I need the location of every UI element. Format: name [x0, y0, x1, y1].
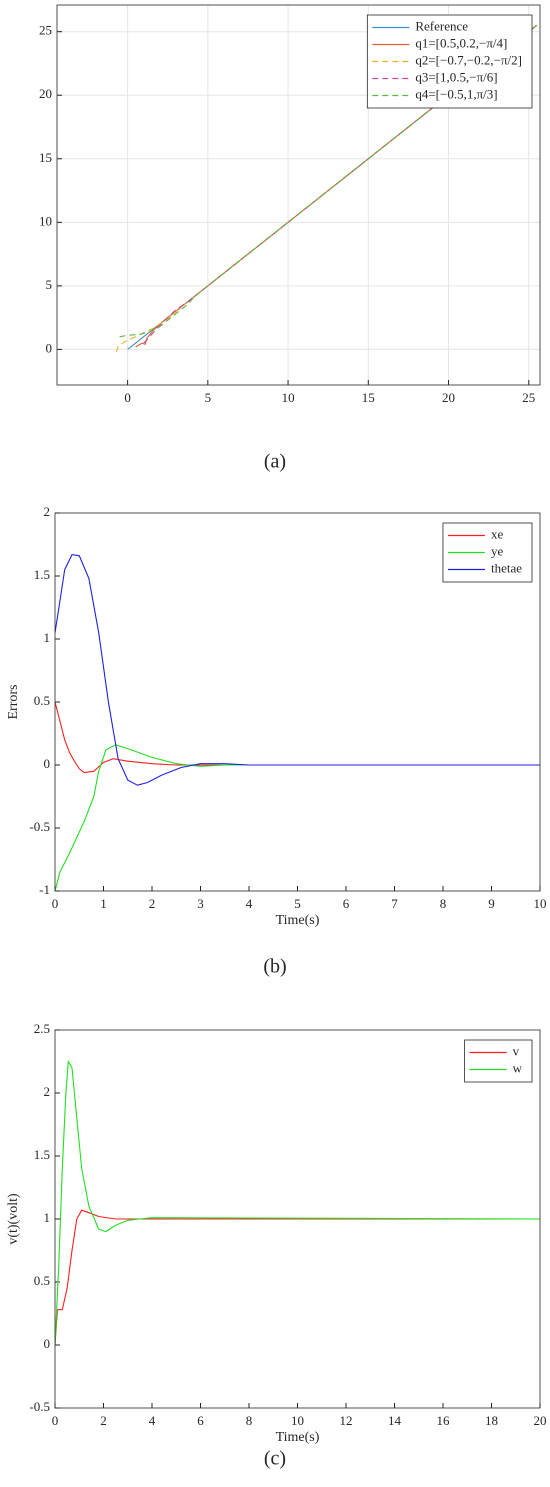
legend-box	[464, 1039, 533, 1083]
legend-label: q4=[−0.5,1,π/3]	[415, 86, 497, 101]
y-tick-label: 2	[44, 1084, 51, 1099]
x-tick-label: 6	[343, 896, 350, 911]
x-tick-label: 1	[100, 896, 107, 911]
x-tick-label: 4	[149, 1413, 156, 1428]
series-line	[55, 553, 540, 786]
y-tick-label: 0	[46, 340, 53, 355]
x-tick-label: 2	[149, 896, 156, 911]
legend-label: q3=[1,0.5,−π/6]	[415, 69, 497, 84]
x-tick-label: 6	[197, 1413, 204, 1428]
legend: vw	[464, 1039, 533, 1083]
y-tick-label: 1.5	[34, 567, 50, 582]
x-tick-label: 10	[282, 390, 295, 405]
x-tick-label: 16	[437, 1413, 451, 1428]
y-tick-label: 0.5	[34, 693, 50, 708]
legend-label: thetae	[491, 560, 522, 575]
x-tick-label: 10	[534, 896, 547, 911]
legend-label: Reference	[415, 18, 468, 33]
series-line	[119, 24, 538, 338]
x-tick-label: 18	[485, 1413, 498, 1428]
y-tick-label: 20	[39, 86, 52, 101]
x-tick-label: 5	[294, 896, 301, 911]
y-tick-label: 10	[39, 213, 52, 228]
legend-label: w	[513, 1060, 523, 1075]
series-line	[55, 1209, 540, 1346]
x-tick-label: 12	[340, 1413, 353, 1428]
y-tick-label: 2.5	[34, 1021, 50, 1036]
y-tick-label: 15	[39, 150, 52, 165]
y-tick-label: -0.5	[29, 819, 50, 834]
y-tick-label: 0	[44, 1336, 51, 1351]
caption: (c)	[264, 1448, 286, 1470]
caption: (a)	[264, 451, 286, 473]
y-tick-label: 0.5	[34, 1273, 50, 1288]
y-tick-label: 1.5	[34, 1147, 50, 1162]
x-tick-label: 10	[291, 1413, 304, 1428]
series-line	[55, 701, 540, 774]
x-tick-label: 2	[100, 1413, 107, 1428]
caption: (b)	[263, 956, 286, 978]
x-tick-label: 8	[440, 896, 447, 911]
series-line	[55, 744, 540, 891]
x-tick-label: 7	[391, 896, 398, 911]
y-tick-label: 1	[44, 630, 51, 645]
x-tick-label: 0	[52, 896, 59, 911]
legend: xe ye thetae	[442, 522, 533, 583]
legend: Reference q1=[0.5,0.2,−π/4] q2=[−0.7,−0.2,…	[366, 14, 533, 109]
legend-label: ye	[491, 543, 504, 558]
legend-label: xe	[491, 526, 504, 541]
y-axis-label: v(t)(volt)	[6, 1193, 21, 1245]
legend-label: v	[513, 1043, 520, 1058]
legend-label: q2=[−0.7,−0.2,−π/2]	[415, 52, 522, 67]
x-tick-label: 8	[246, 1413, 253, 1428]
legend-label: q1=[0.5,0.2,−π/4]	[415, 35, 507, 50]
axes-box	[56, 4, 541, 386]
y-tick-label: 0	[44, 756, 51, 771]
axes-box	[54, 512, 541, 892]
x-tick-label: 0	[124, 390, 131, 405]
series-line	[143, 24, 538, 344]
x-tick-label: 20	[442, 390, 455, 405]
x-axis-label: Time(s)	[276, 913, 320, 928]
x-tick-label: 3	[197, 896, 204, 911]
x-tick-label: 9	[488, 896, 495, 911]
series-line	[55, 1059, 540, 1346]
x-tick-label: 15	[362, 390, 375, 405]
axes-box	[54, 1029, 541, 1409]
x-tick-label: 14	[388, 1413, 402, 1428]
x-tick-label: 20	[534, 1413, 547, 1428]
y-tick-label: -0.5	[29, 1399, 50, 1414]
x-tick-label: 0	[52, 1413, 59, 1428]
x-tick-label: 4	[246, 896, 253, 911]
x-tick-label: 25	[522, 390, 535, 405]
y-axis-label: Errors	[6, 685, 21, 720]
y-tick-label: 1	[44, 1210, 51, 1225]
y-tick-label: 2	[44, 504, 51, 519]
x-axis-label: Time(s)	[276, 1430, 320, 1445]
y-tick-label: 5	[46, 277, 53, 292]
x-tick-label: 5	[205, 390, 212, 405]
y-tick-label: 25	[39, 23, 52, 38]
y-tick-label: -1	[39, 882, 50, 897]
